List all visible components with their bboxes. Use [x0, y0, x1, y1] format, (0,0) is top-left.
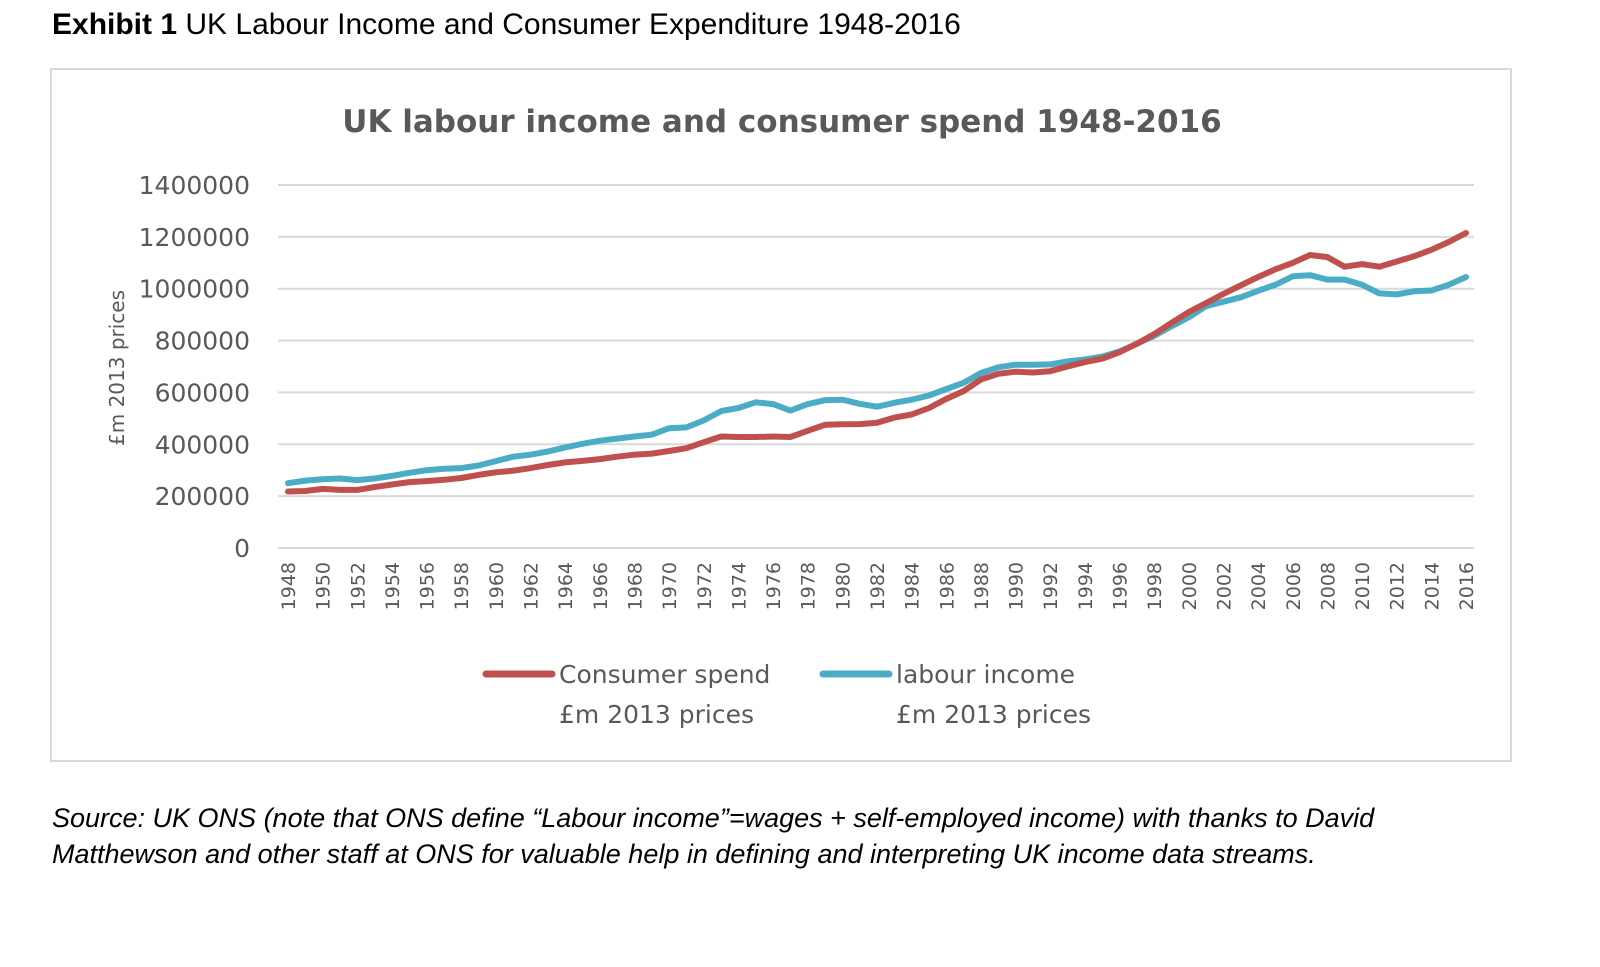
- x-tick-label: 1992: [1040, 562, 1062, 610]
- labour-income-line: [285, 272, 1469, 487]
- x-tick-label: 2010: [1352, 562, 1374, 610]
- x-tick-label: 1998: [1144, 562, 1166, 610]
- x-tick-label: 1960: [486, 562, 508, 610]
- x-tick-label: 1956: [417, 562, 439, 610]
- y-axis-ticks: 0 200000 400000 600000 800000 1000000 1200000 1…: [139, 171, 250, 563]
- y-tick-label: 200000: [155, 482, 250, 511]
- x-tick-label: 1980: [832, 562, 854, 610]
- legend-item-labour-income: labour income £m 2013 prices: [819, 660, 1091, 729]
- exhibit-label: Exhibit 1: [52, 8, 178, 41]
- x-tick-label: 2002: [1213, 562, 1235, 610]
- x-tick-label: 1958: [451, 562, 473, 610]
- x-tick-label: 1950: [313, 562, 335, 610]
- legend-label-labour-income-line2: £m 2013 prices: [896, 700, 1091, 729]
- x-tick-label: 1982: [867, 562, 889, 610]
- gridlines: [278, 184, 1474, 549]
- consumer-spend-line: [285, 230, 1469, 495]
- y-tick-label: 1400000: [139, 171, 250, 200]
- x-tick-label: 1974: [728, 562, 750, 610]
- x-tick-label: 1948: [278, 562, 300, 610]
- series-lines: [285, 230, 1469, 495]
- legend-item-consumer-spend: Consumer spend £m 2013 prices: [482, 660, 770, 729]
- x-tick-label: 2016: [1456, 562, 1478, 610]
- x-axis-ticks: 1948 1950 1952 1954 1956 1958 1960 1962 1964 1966…: [278, 562, 1478, 610]
- source-note: Source: UK ONS (note that ONS define “La…: [52, 803, 1375, 869]
- y-tick-label: 0: [234, 534, 250, 563]
- x-tick-label: 2006: [1283, 562, 1305, 610]
- y-tick-label: 800000: [155, 327, 250, 356]
- legend: Consumer spend £m 2013 prices labour inc…: [482, 660, 1091, 729]
- line-chart: UK labour income and consumer spend 1948…: [105, 104, 1478, 729]
- x-tick-label: 1954: [382, 562, 404, 610]
- x-tick-label: 1978: [798, 562, 820, 610]
- x-tick-label: 1952: [347, 562, 369, 610]
- legend-label-consumer-spend-line1: Consumer spend: [559, 660, 770, 689]
- x-tick-label: 1966: [590, 562, 612, 610]
- y-tick-label: 600000: [155, 378, 250, 407]
- y-tick-label: 1200000: [139, 223, 250, 252]
- legend-label-labour-income-line1: labour income: [896, 660, 1075, 689]
- x-tick-label: 1996: [1110, 562, 1132, 610]
- x-tick-label: 2012: [1387, 562, 1409, 610]
- x-tick-label: 2000: [1179, 562, 1201, 610]
- x-tick-label: 1964: [555, 562, 577, 610]
- x-tick-label: 1962: [521, 562, 543, 610]
- exhibit-title: Exhibit 1 UK Labour Income and Consumer …: [52, 8, 961, 42]
- x-tick-label: 2014: [1421, 562, 1443, 610]
- chart-title: UK labour income and consumer spend 1948…: [342, 104, 1221, 140]
- x-tick-label: 1988: [971, 562, 993, 610]
- chart-frame: UK labour income and consumer spend 1948…: [50, 68, 1512, 762]
- y-tick-label: 1000000: [139, 275, 250, 304]
- y-tick-label: 400000: [155, 430, 250, 459]
- x-tick-label: 2008: [1317, 562, 1339, 610]
- x-tick-label: 1976: [763, 562, 785, 610]
- exhibit-title-text: UK Labour Income and Consumer Expenditur…: [185, 8, 961, 41]
- x-tick-label: 1968: [624, 562, 646, 610]
- x-tick-label: 1990: [1006, 562, 1028, 610]
- legend-label-consumer-spend-line2: £m 2013 prices: [559, 700, 754, 729]
- x-tick-label: 1986: [936, 562, 958, 610]
- x-tick-label: 1984: [902, 562, 924, 610]
- x-tick-label: 1970: [659, 562, 681, 610]
- x-tick-label: 1972: [694, 562, 716, 610]
- x-tick-label: 1994: [1075, 562, 1097, 610]
- x-tick-label: 2004: [1248, 562, 1270, 610]
- y-axis-label: £m 2013 prices: [105, 290, 129, 446]
